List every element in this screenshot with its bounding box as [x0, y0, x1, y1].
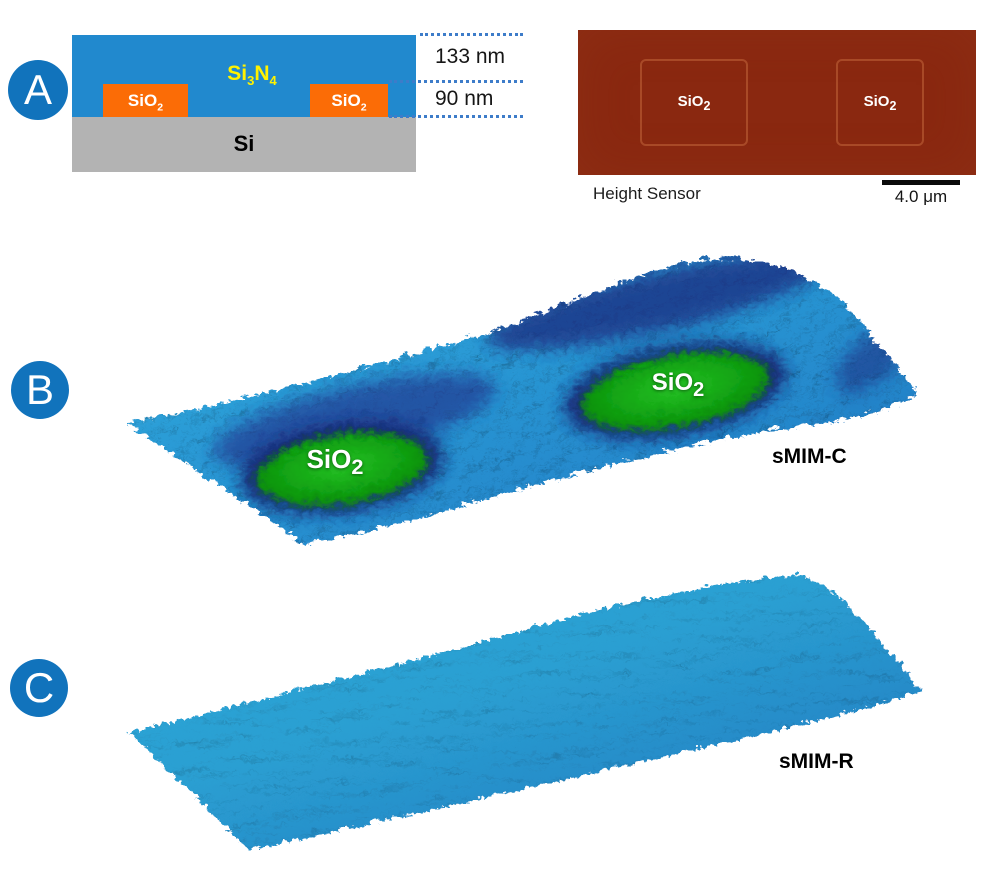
height-sensor-caption: Height Sensor	[593, 184, 701, 203]
smim-c-surface	[122, 256, 916, 542]
oxide-outline-left: SiO2	[640, 59, 748, 146]
oxide-patch-label-right: SiO2	[651, 369, 705, 401]
afm-oxide-label-right: SiO2	[863, 93, 897, 113]
afm-height-image: SiO2 SiO2	[578, 30, 976, 175]
afm-oxide-label-left: SiO2	[677, 93, 711, 113]
dim-line-bottom	[389, 115, 523, 118]
smim-r-surface	[126, 573, 920, 848]
oxide-block-right-label: SiO2	[331, 90, 367, 113]
oxide-block-right: SiO2	[310, 84, 388, 117]
si-substrate-label: Si	[233, 131, 255, 156]
smim-c-top-shadow-band	[484, 256, 826, 349]
panel-badge-b: B	[11, 361, 69, 419]
panel-badge-a: A	[8, 60, 68, 120]
dim-label-90nm: 90 nm	[435, 87, 494, 110]
oxide-pit-left	[254, 430, 426, 504]
panel-badge-c-letter: C	[23, 664, 55, 711]
oxide-pit-right	[579, 349, 767, 429]
nitride-layer-label: Si3N4	[227, 62, 277, 89]
dim-label-133nm: 133 nm	[435, 45, 506, 68]
scale-bar	[882, 180, 960, 185]
scale-bar-label: 4.0 μm	[894, 187, 948, 206]
smim-r-label: sMIM-R	[779, 750, 854, 773]
oxide-block-left-label: SiO2	[127, 90, 164, 113]
panel-badge-a-letter: A	[23, 66, 52, 113]
oxide-block-left: SiO2	[103, 84, 188, 117]
dim-line-middle	[389, 80, 523, 83]
si-substrate	[72, 117, 416, 172]
oxide-outline-right: SiO2	[836, 59, 924, 146]
oxide-patch-label-left: SiO2	[306, 444, 364, 480]
panel-badge-c: C	[10, 659, 68, 717]
smim-c-label: sMIM-C	[772, 445, 847, 468]
panel-badge-b-letter: B	[25, 366, 54, 413]
dim-line-top	[420, 33, 523, 36]
